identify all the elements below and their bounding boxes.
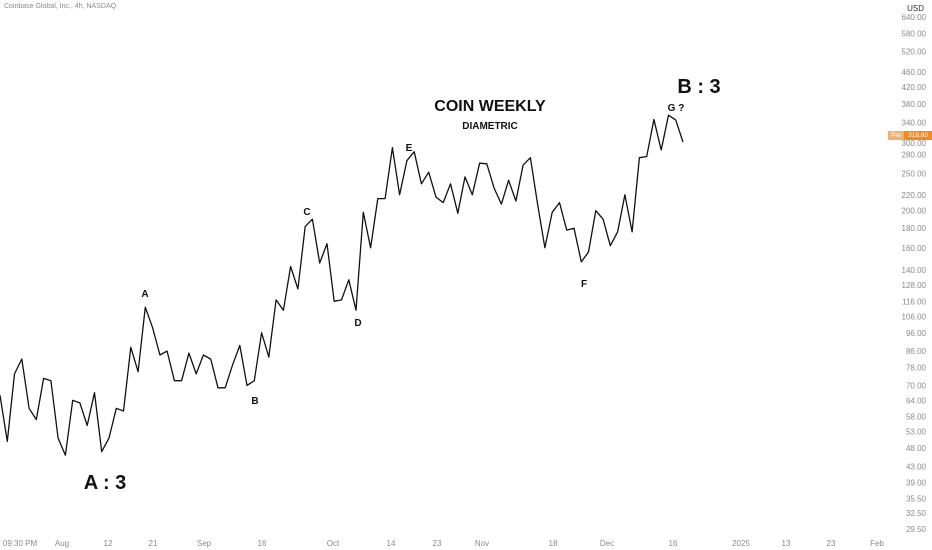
y-tick-label: 128.00 xyxy=(902,281,927,290)
y-tick-label: 300.00 xyxy=(902,139,927,148)
chart-title: COIN WEEKLY xyxy=(434,98,546,115)
y-tick-label: 70.00 xyxy=(906,381,927,390)
x-tick-label: Nov xyxy=(475,539,489,548)
wave-label: E xyxy=(406,143,413,154)
y-tick-label: 48.00 xyxy=(906,444,927,453)
x-tick-label: 2025 xyxy=(732,539,750,548)
y-tick-label: 250.00 xyxy=(902,170,927,179)
x-tick-label: 13 xyxy=(782,539,791,548)
y-tick-label: 200.00 xyxy=(902,207,927,216)
y-tick-label: 116.00 xyxy=(902,297,926,306)
x-tick-label: 23 xyxy=(433,539,442,548)
x-tick-label: 14 xyxy=(387,539,396,548)
y-tick-label: 160.00 xyxy=(902,244,927,253)
y-tick-label: 180.00 xyxy=(902,224,927,233)
wave-labels: A : 3 A B C D E F G ? B : 3 xyxy=(84,76,721,494)
wave-label: G ? xyxy=(668,103,685,114)
y-tick-label: 460.00 xyxy=(902,68,927,77)
x-tick-label: 12 xyxy=(104,539,113,548)
wave-label: F xyxy=(581,279,587,290)
y-tick-label: 53.00 xyxy=(906,428,927,437)
y-tick-label: 58.00 xyxy=(906,413,927,422)
y-tick-label: 340.00 xyxy=(902,118,927,127)
x-tick-label: 18 xyxy=(549,539,558,548)
x-tick-label: Dec xyxy=(600,539,614,548)
wave-label: A xyxy=(141,289,148,300)
y-tick-label: 220.00 xyxy=(902,191,927,200)
price-tag-value: 318.80 xyxy=(904,131,932,140)
y-tick-label: 29.50 xyxy=(906,525,927,534)
x-tick-label: Feb xyxy=(870,539,884,548)
x-axis: 09:30 PM Aug 12 21 Sep 16 Oct 14 23 Nov 18 Dec 16 202… xyxy=(3,539,885,548)
wave-label: B : 3 xyxy=(677,76,720,98)
x-tick-label: Aug xyxy=(55,539,69,548)
y-tick-label: 106.00 xyxy=(902,312,927,321)
x-tick-label: 09:30 PM xyxy=(3,539,38,548)
y-tick-label: 35.50 xyxy=(906,494,927,503)
wave-label: C xyxy=(303,207,310,218)
x-tick-label: 23 xyxy=(827,539,836,548)
y-tick-label: 86.00 xyxy=(906,347,927,356)
y-tick-label: 420.00 xyxy=(902,83,927,92)
y-tick-label: 140.00 xyxy=(902,266,927,275)
wave-label: B xyxy=(251,396,258,407)
y-tick-label: 43.00 xyxy=(906,462,927,471)
wave-label: D xyxy=(354,318,361,329)
y-tick-label: 580.00 xyxy=(902,30,927,39)
y-tick-label: 64.00 xyxy=(906,396,927,405)
y-axis: 640.00 580.00 520.00 460.00 420.00 380.00 340.… xyxy=(902,13,927,534)
price-series-line xyxy=(0,114,684,456)
x-tick-label: 16 xyxy=(669,539,678,548)
y-tick-label: 96.00 xyxy=(906,329,927,338)
y-tick-label: 32.50 xyxy=(906,509,927,518)
y-tick-label: 520.00 xyxy=(902,48,927,57)
x-tick-label: Oct xyxy=(327,539,340,548)
x-tick-label: 21 xyxy=(149,539,158,548)
chart-subtitle: DIAMETRIC xyxy=(462,121,518,132)
y-tick-label: 39.00 xyxy=(906,479,927,488)
y-tick-label: 640.00 xyxy=(902,13,927,22)
x-tick-label: Sep xyxy=(197,539,212,548)
y-tick-label: 78.00 xyxy=(906,363,927,372)
wave-label: A : 3 xyxy=(84,472,127,494)
price-tag: Pre 318.80 xyxy=(888,131,932,140)
x-tick-label: 16 xyxy=(258,539,267,548)
currency-label[interactable]: USD xyxy=(907,4,924,13)
y-tick-label: 380.00 xyxy=(902,100,927,109)
symbol-header: Coinbase Global, Inc., 4h, NASDAQ xyxy=(4,3,117,10)
y-tick-label: 280.00 xyxy=(902,151,927,160)
price-tag-label: Pre xyxy=(888,131,905,140)
